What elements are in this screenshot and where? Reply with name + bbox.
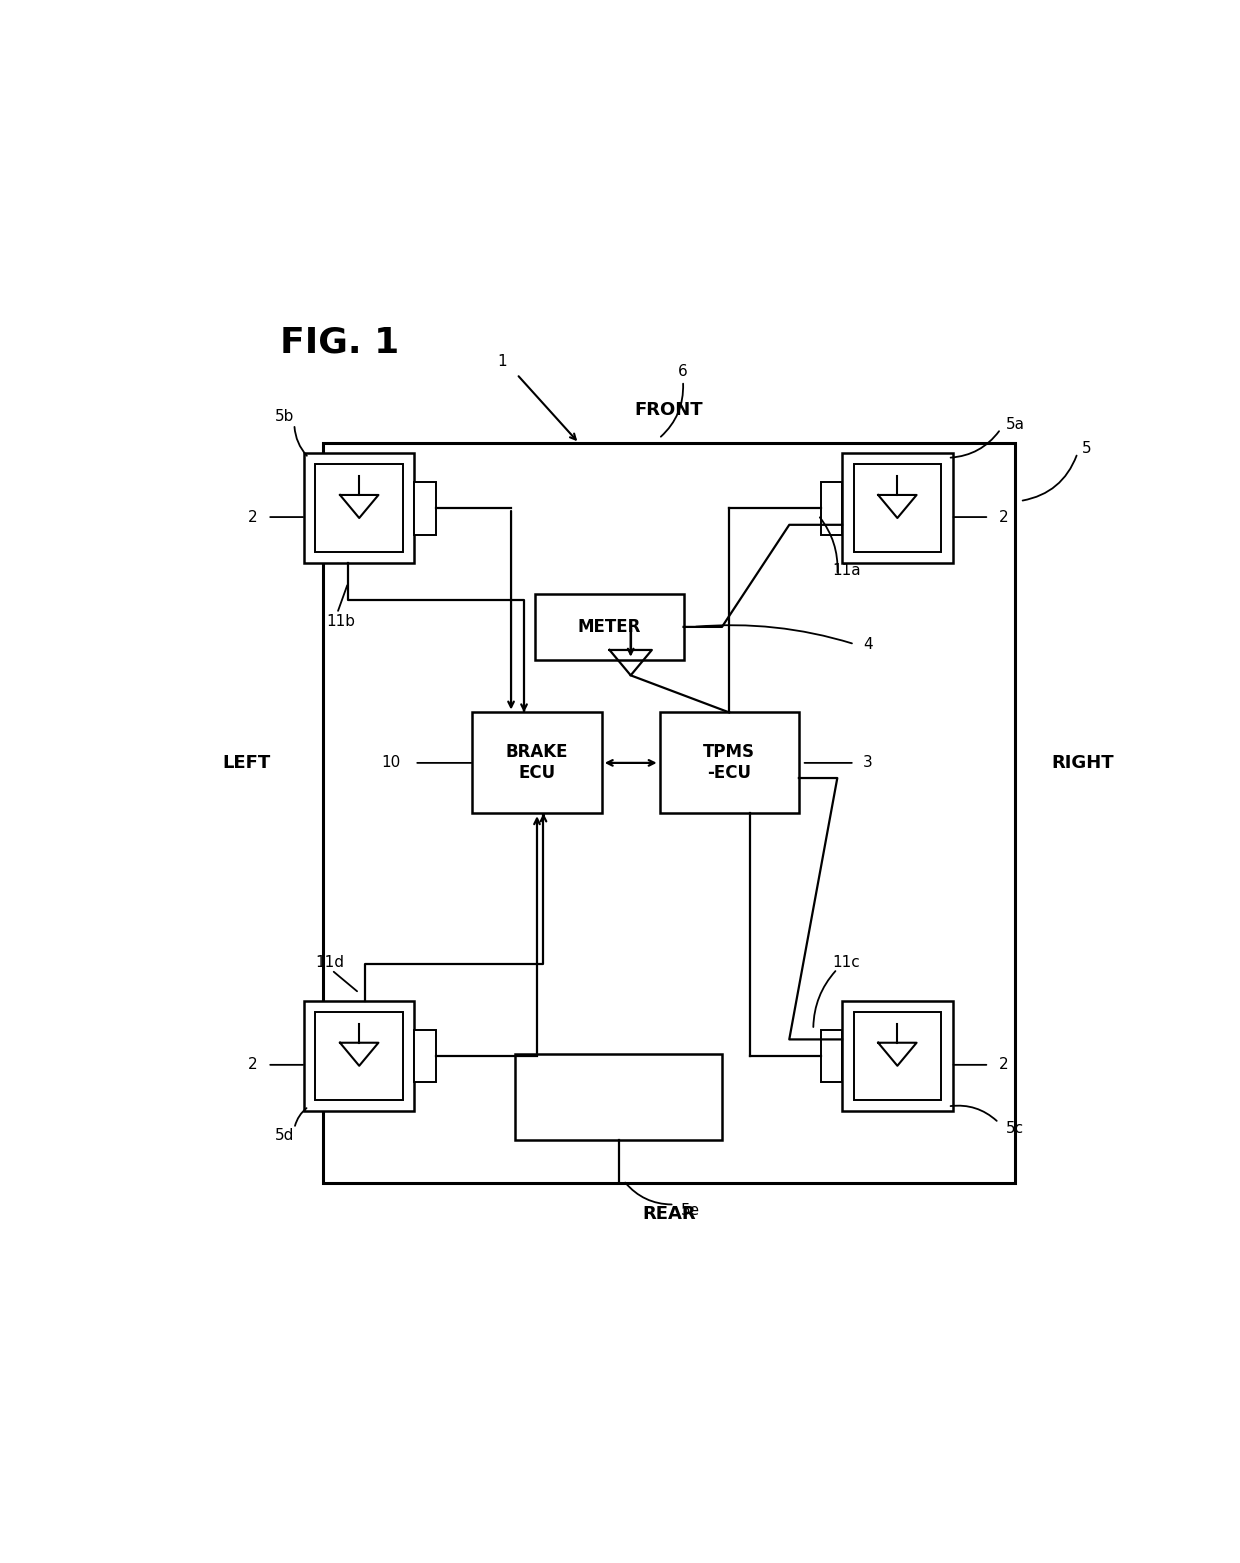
Text: TPMS
-ECU: TPMS -ECU [703,744,755,783]
Text: 2: 2 [998,1057,1008,1072]
Bar [324,444,1016,1183]
Text: 10: 10 [381,755,401,771]
Bar [534,594,683,660]
Text: METER: METER [578,617,641,636]
Text: BRAKE
ECU: BRAKE ECU [506,744,568,783]
Bar [842,453,952,564]
Text: FIG. 1: FIG. 1 [280,325,399,359]
Text: 4: 4 [863,636,873,652]
Text: 11d: 11d [315,955,343,969]
Text: 3: 3 [863,755,873,771]
Text: 11c: 11c [832,955,861,969]
Bar [315,464,403,552]
Bar [660,713,799,813]
Bar [315,1013,403,1100]
Text: 2: 2 [248,510,258,525]
Bar [304,453,414,564]
Bar [472,713,601,813]
Bar [414,1030,435,1083]
Text: FRONT: FRONT [635,400,703,419]
Text: 11b: 11b [326,614,355,628]
Text: LEFT: LEFT [222,755,270,772]
Bar [821,1030,842,1083]
Text: 2: 2 [998,510,1008,525]
Bar [821,481,842,535]
Text: 5a: 5a [1006,417,1024,431]
Bar [304,1000,414,1111]
Text: 5: 5 [1083,441,1092,456]
Text: 6: 6 [678,364,688,378]
Text: 5b: 5b [275,410,294,424]
Text: 11a: 11a [832,563,861,578]
Bar [414,481,435,535]
Text: 5e: 5e [681,1204,701,1218]
Text: 1: 1 [497,355,507,369]
Bar [516,1053,722,1139]
Text: 5c: 5c [1006,1121,1023,1136]
Text: 2: 2 [248,1057,258,1072]
Text: REAR: REAR [642,1205,696,1224]
Text: RIGHT: RIGHT [1052,755,1114,772]
Bar [842,1000,952,1111]
Bar [853,1013,941,1100]
Text: 5d: 5d [275,1128,294,1143]
Bar [853,464,941,552]
